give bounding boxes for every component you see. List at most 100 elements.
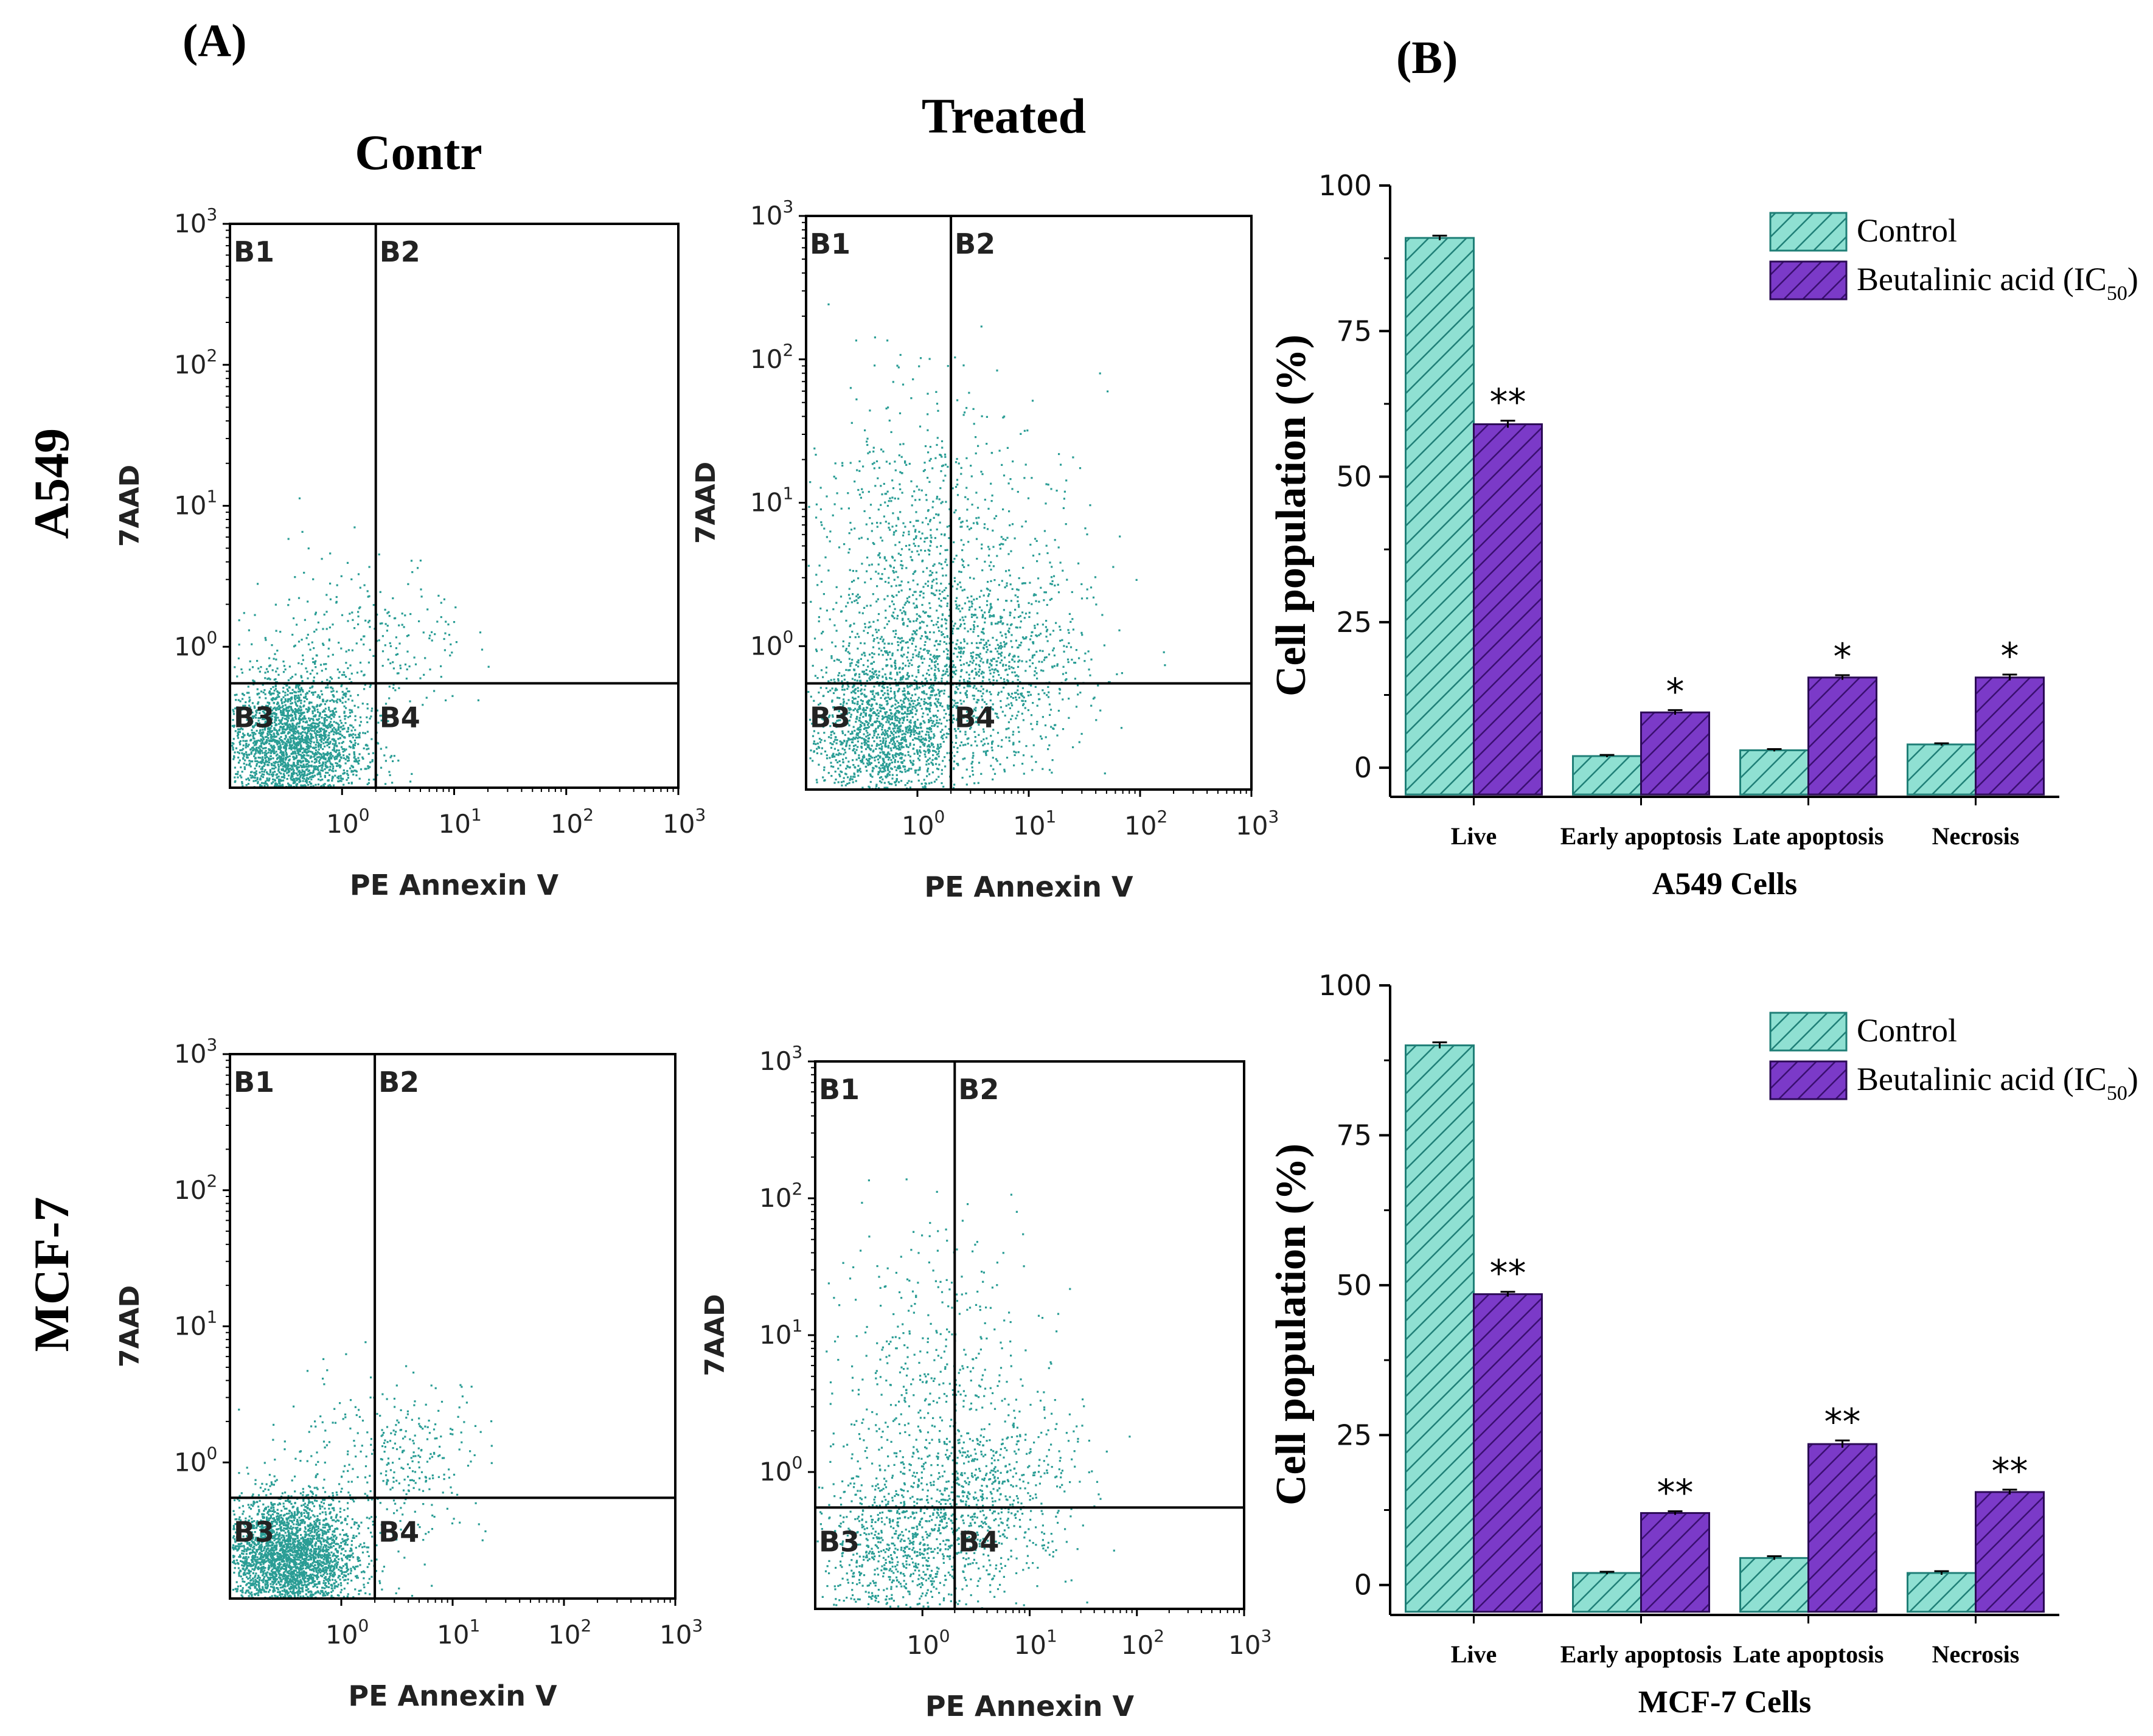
- scatter-point: [247, 783, 249, 785]
- scatter-point: [913, 752, 916, 755]
- scatter-point: [947, 595, 949, 597]
- scatter-point: [930, 738, 932, 740]
- scatter-point: [961, 564, 964, 566]
- scatter-point: [904, 664, 907, 667]
- scatter-point: [285, 744, 288, 746]
- scatter-point: [893, 692, 896, 695]
- scatter-point: [885, 650, 888, 653]
- scatter-point: [889, 715, 891, 717]
- scatter-point: [920, 782, 923, 785]
- scatter-point: [894, 703, 897, 706]
- scatter-point: [854, 688, 857, 690]
- scatter-point: [329, 676, 332, 678]
- x-tick-exponent: 3: [695, 805, 706, 825]
- scatter-point: [944, 765, 947, 768]
- scatter-point: [285, 700, 287, 702]
- scatter-point: [843, 689, 846, 691]
- scatter-point: [311, 760, 313, 763]
- scatter-point: [272, 707, 275, 710]
- scatter-point: [974, 740, 976, 743]
- scatter-point: [926, 769, 929, 772]
- scatter-point: [997, 693, 1000, 696]
- scatter-point: [905, 728, 908, 731]
- scatter-point: [254, 757, 257, 760]
- scatter-point: [850, 713, 852, 716]
- scatter-point: [240, 709, 243, 711]
- scatter-point: [1046, 694, 1048, 696]
- scatter-point: [1023, 773, 1025, 775]
- scatter-point: [349, 715, 352, 717]
- scatter-point: [881, 718, 883, 720]
- scatter-point: [311, 772, 314, 774]
- scatter-point: [1008, 661, 1010, 663]
- scatter-point: [885, 737, 887, 740]
- scatter-point: [396, 653, 399, 655]
- scatter-point: [1035, 600, 1037, 602]
- scatter-point: [947, 704, 949, 707]
- scatter-point: [335, 721, 338, 724]
- scatter-point: [872, 593, 874, 595]
- scatter-point: [986, 659, 989, 661]
- scatter-point: [902, 662, 904, 665]
- scatter-point: [1015, 717, 1017, 720]
- scatter-point: [898, 726, 900, 728]
- scatter-point: [1010, 600, 1012, 602]
- scatter-point: [900, 706, 902, 708]
- scatter-point: [934, 723, 936, 726]
- scatter-point: [1075, 706, 1078, 708]
- scatter-point: [854, 679, 856, 681]
- scatter-point: [366, 748, 368, 751]
- scatter-point: [310, 718, 312, 720]
- scatter-point: [322, 783, 325, 786]
- scatter-point: [1021, 582, 1024, 585]
- scatter-point: [833, 782, 836, 784]
- scatter-point: [237, 771, 239, 773]
- scatter-point: [1006, 727, 1008, 730]
- scatter-point: [841, 684, 844, 687]
- scatter-point: [845, 718, 848, 721]
- scatter-point: [973, 626, 976, 628]
- scatter-point: [988, 678, 990, 681]
- scatter-point: [280, 710, 282, 712]
- scatter-point: [974, 736, 976, 738]
- scatter-point: [273, 734, 276, 736]
- scatter-point: [1003, 770, 1006, 773]
- scatter-point: [286, 778, 288, 780]
- scatter-point: [286, 722, 288, 724]
- scatter-point: [345, 748, 347, 751]
- scatter-point: [266, 718, 268, 721]
- scatter-point: [384, 644, 386, 647]
- scatter-point: [945, 732, 948, 735]
- scatter-point: [871, 698, 873, 700]
- scatter-point: [339, 774, 342, 777]
- scatter-point: [346, 731, 348, 733]
- scatter-point: [940, 600, 942, 602]
- scatter-point: [256, 659, 259, 662]
- scatter-point: [942, 740, 945, 743]
- scatter-point: [353, 747, 355, 749]
- scatter-point: [984, 711, 986, 713]
- scatter-point: [305, 780, 308, 782]
- scatter-point: [344, 701, 347, 703]
- scatter-point: [237, 657, 240, 659]
- scatter-point: [335, 745, 338, 747]
- scatter-point: [857, 690, 859, 692]
- scatter-point: [1049, 599, 1051, 601]
- scatter-point: [855, 718, 858, 720]
- x-tick-exponent: 1: [471, 805, 482, 825]
- scatter-point: [841, 730, 844, 732]
- scatter-point: [301, 663, 303, 665]
- scatter-point: [353, 755, 356, 758]
- scatter-point: [867, 734, 869, 737]
- scatter-point: [242, 757, 245, 760]
- scatter-point: [276, 690, 279, 693]
- scatter-point: [860, 724, 863, 727]
- scatter-point: [319, 739, 321, 741]
- scatter-point: [887, 773, 889, 775]
- scatter-point: [251, 643, 253, 645]
- scatter-point: [313, 680, 315, 682]
- scatter-point: [363, 674, 365, 676]
- scatter-point: [936, 706, 938, 708]
- scatter-point: [296, 705, 299, 707]
- scatter-point: [330, 678, 333, 680]
